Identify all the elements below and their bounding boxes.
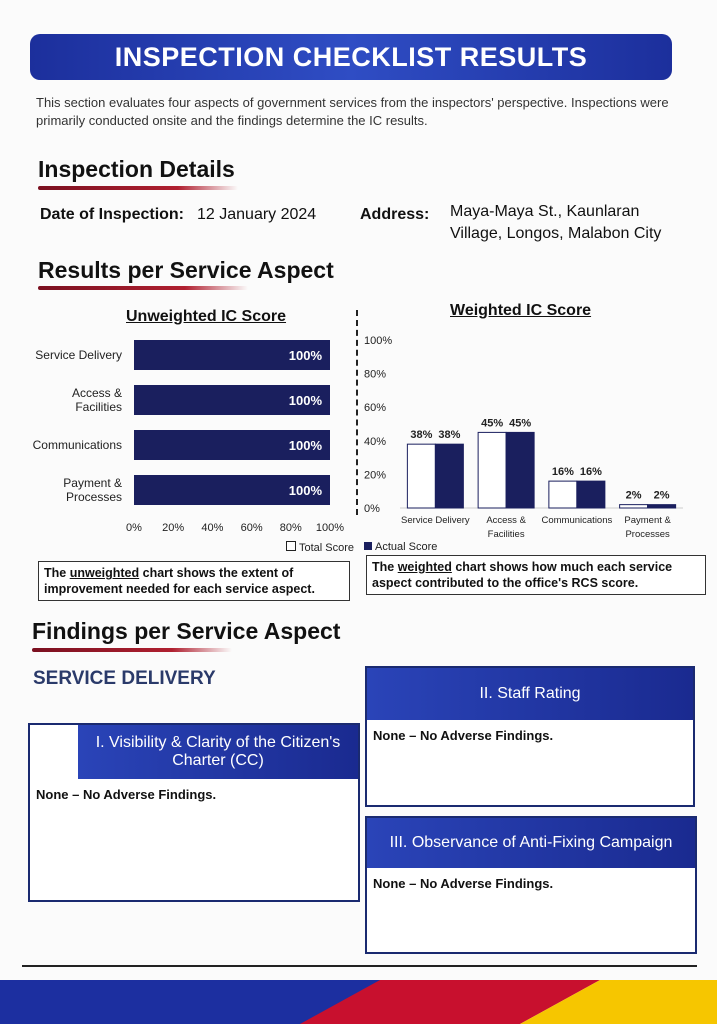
x-tick-label: 40%: [201, 522, 223, 534]
finding-box-title: I. Visibility & Clarity of the Citizen's…: [78, 725, 358, 779]
finding-box-body: None – No Adverse Findings.: [373, 876, 554, 891]
unweighted-chart: Service Delivery 100% Access &Facilities 10…: [33, 340, 344, 534]
chart-divider: [356, 310, 358, 515]
weighted-chart-title: Weighted IC Score: [450, 302, 592, 319]
address-label: Address:: [360, 206, 430, 223]
heading-underline: [38, 286, 248, 290]
footer-rule: [22, 965, 697, 967]
data-label: 45%: [509, 417, 531, 429]
heading-underline: [32, 648, 232, 652]
finding-box-title: II. Staff Rating: [367, 668, 693, 720]
inspection-details-heading: Inspection Details: [38, 156, 235, 182]
weighted-chart: 0% 20% 40% 60% 80% 100% 38% 38% Service Delivery…: [364, 335, 683, 540]
data-label: 100%: [289, 348, 323, 363]
y-tick-label: 80%: [364, 369, 386, 381]
weighted-note: The weighted chart shows how much each s…: [366, 555, 706, 595]
category-label: Facilities: [488, 529, 525, 540]
bar-actual: [505, 431, 535, 509]
data-label: 45%: [481, 417, 503, 429]
finding-box-anti-fixing: III. Observance of Anti-Fixing Campaign …: [365, 816, 697, 954]
bar-actual: [576, 480, 606, 509]
x-tick-label: 0%: [126, 522, 142, 534]
x-tick-label: 80%: [280, 522, 302, 534]
y-tick-label: 100%: [364, 335, 392, 347]
bar-total: [477, 431, 507, 509]
data-label: 2%: [626, 490, 642, 502]
y-tick-label: 0%: [364, 503, 380, 515]
finding-box-cc: I. Visibility & Clarity of the Citizen's…: [28, 723, 360, 902]
note-text: The: [44, 566, 70, 580]
finding-box-staff-rating: II. Staff Rating None – No Adverse Findi…: [365, 666, 695, 807]
address-line-1: Maya-Maya St., Kaunlaran: [450, 203, 640, 220]
intro-text: This section evaluates four aspects of g…: [36, 95, 669, 128]
category-label: Service Delivery: [35, 348, 122, 362]
category-label: Communications: [542, 515, 613, 526]
data-label: 16%: [580, 466, 602, 478]
bar: [134, 430, 330, 460]
note-text: The: [372, 560, 398, 574]
data-label: 38%: [438, 429, 460, 441]
legend-actual: Actual Score: [364, 541, 437, 554]
service-delivery-subheading: SERVICE DELIVERY: [33, 668, 216, 689]
note-text: chart shows how much each service aspect…: [372, 560, 673, 590]
chart-legend: Total Score Actual Score: [286, 541, 437, 554]
legend-actual-label: Actual Score: [375, 541, 438, 553]
footer-flag-stripe: [0, 980, 717, 1024]
bar: [134, 475, 330, 505]
date-value: 12 January 2024: [197, 206, 317, 223]
bar: [134, 340, 330, 370]
bar-actual: [647, 504, 677, 509]
heading-underline: [38, 186, 238, 190]
results-heading: Results per Service Aspect: [38, 257, 334, 283]
y-tick-label: 60%: [364, 402, 386, 414]
data-label: 2%: [654, 490, 670, 502]
category-label: Payment &: [624, 515, 671, 526]
bar-total: [406, 443, 436, 509]
unweighted-chart-title: Unweighted IC Score: [126, 308, 287, 325]
category-label: Service Delivery: [401, 515, 470, 526]
unweighted-note: The unweighted chart shows the extent of…: [38, 561, 350, 601]
data-label: 100%: [289, 393, 323, 408]
data-label: 100%: [289, 438, 323, 453]
legend-swatch-total: [286, 541, 296, 551]
category-label: Access &: [72, 386, 122, 400]
x-tick-label: 20%: [162, 522, 184, 534]
findings-heading: Findings per Service Aspect: [32, 618, 341, 644]
bar-total: [548, 480, 578, 509]
page-banner: INSPECTION CHECKLIST RESULTS: [30, 34, 672, 80]
y-tick-label: 40%: [364, 436, 386, 448]
note-emphasis: unweighted: [69, 566, 140, 580]
category-label: Communications: [33, 438, 122, 452]
finding-box-body: None – No Adverse Findings.: [36, 787, 217, 802]
legend-total: Total Score: [286, 541, 354, 554]
data-label: 100%: [289, 483, 323, 498]
legend-total-label: Total Score: [299, 542, 355, 554]
y-tick-label: 20%: [364, 469, 386, 481]
date-label: Date of Inspection:: [40, 206, 185, 223]
data-label: 16%: [552, 466, 574, 478]
x-tick-label: 100%: [316, 522, 344, 534]
note-text: chart shows the extent of improvement ne…: [44, 566, 315, 596]
category-label: Payment &: [63, 476, 122, 490]
category-label: Access &: [486, 515, 526, 526]
category-label: Facilities: [75, 400, 122, 414]
category-label: Processes: [625, 529, 670, 540]
legend-swatch-actual: [364, 542, 373, 550]
bar-total: [619, 504, 649, 509]
finding-box-body: None – No Adverse Findings.: [373, 728, 554, 743]
bar-actual: [434, 443, 464, 509]
note-emphasis: weighted: [397, 560, 452, 574]
bar: [134, 385, 330, 415]
x-tick-label: 60%: [241, 522, 263, 534]
address-line-2: Village, Longos, Malabon City: [450, 225, 662, 242]
finding-box-title: III. Observance of Anti-Fixing Campaign: [367, 818, 695, 868]
category-label: Processes: [66, 490, 122, 504]
data-label: 38%: [410, 429, 432, 441]
